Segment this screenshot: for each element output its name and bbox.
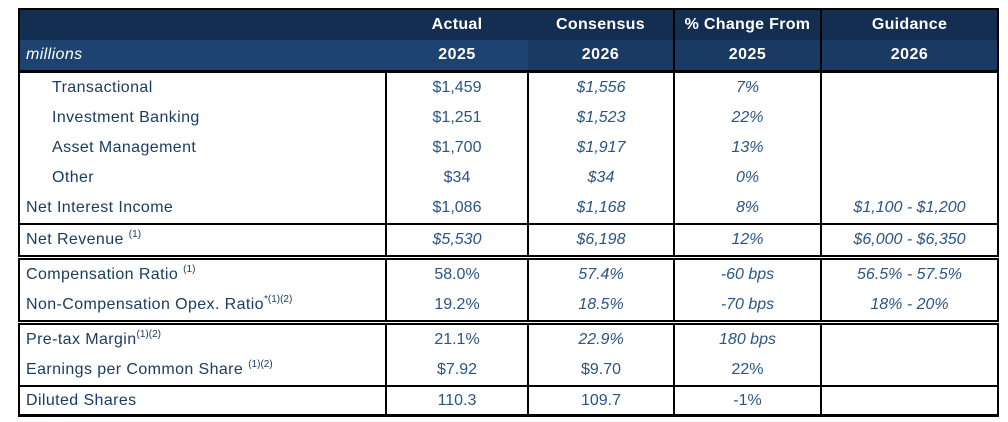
actual-value: $5,530	[385, 224, 528, 260]
guidance-value: $6,000 - $6,350	[820, 224, 998, 260]
financial-summary-table: Actual Consensus % Change From Guidance …	[18, 8, 999, 417]
col-header-actual: Actual	[386, 9, 528, 40]
col-header-consensus: Consensus	[528, 9, 674, 40]
header-row-2: millions 2025 2026 2025 2026	[19, 40, 998, 73]
consensus-value: $1,917	[527, 133, 674, 163]
row-non-compensation-opex-ratio: Non-Compensation Opex. Ratio*(1)(2) 19.2…	[19, 290, 998, 325]
guidance-value: 56.5% - 57.5%	[820, 257, 998, 290]
actual-value: $1,086	[385, 193, 528, 225]
row-label: Transactional	[52, 79, 153, 96]
col-header-guidance: Guidance	[820, 9, 998, 40]
change-value: -60 bps	[673, 257, 821, 290]
row-transactional: Transactional $1,459 $1,556 7%	[19, 71, 998, 103]
row-other: Other $34 $34 0%	[19, 163, 998, 193]
row-label: Earnings per Common Share (1)(2)	[19, 355, 386, 387]
consensus-value: 18.5%	[527, 290, 674, 325]
col-year-guidance: 2026	[820, 40, 998, 73]
footnote-marker: (1)	[128, 228, 142, 240]
change-value: -70 bps	[673, 290, 821, 325]
row-asset-management: Asset Management $1,700 $1,917 13%	[19, 133, 998, 163]
col-year-actual: 2025	[386, 40, 528, 73]
consensus-value: 57.4%	[527, 257, 674, 290]
actual-value: 58.0%	[385, 257, 528, 290]
col-year-change: 2025	[673, 40, 821, 73]
footnote-marker: (1)(2)	[248, 358, 273, 370]
row-pre-tax-margin: Pre-tax Margin(1)(2) 21.1% 22.9% 180 bps	[19, 322, 998, 355]
change-value: 13%	[673, 133, 821, 163]
row-label: Compensation Ratio (1)	[26, 263, 196, 283]
guidance-value	[820, 103, 998, 133]
guidance-value	[820, 133, 998, 163]
guidance-value	[820, 322, 998, 355]
consensus-value: $34	[527, 163, 674, 193]
units-label: millions	[19, 40, 386, 73]
actual-value: 110.3	[385, 386, 528, 416]
actual-value: $1,251	[385, 103, 528, 133]
col-year-consensus: 2026	[528, 40, 674, 73]
row-net-revenue: Net Revenue (1) $5,530 $6,198 12% $6,000 …	[19, 224, 998, 260]
change-value: -1%	[673, 386, 821, 416]
row-label: Net Revenue (1)	[19, 224, 386, 260]
consensus-value: $9.70	[527, 355, 674, 387]
footnote-marker: (1)(2)	[136, 328, 161, 340]
row-label: Diluted Shares	[26, 391, 137, 409]
row-label: Net Interest Income	[19, 193, 386, 225]
footnote-marker: (1)	[183, 263, 196, 275]
change-value: 8%	[673, 193, 821, 225]
consensus-value: $1,168	[527, 193, 674, 225]
row-investment-banking: Investment Banking $1,251 $1,523 22%	[19, 103, 998, 133]
guidance-value	[820, 355, 998, 387]
row-net-interest-income: Net Interest Income $1,086 $1,168 8% $1,…	[19, 193, 998, 225]
actual-value: $7.92	[385, 355, 528, 387]
consensus-value: $6,198	[527, 224, 674, 260]
row-label: Pre-tax Margin(1)(2)	[26, 328, 161, 348]
row-label: Non-Compensation Opex. Ratio*(1)(2)	[19, 290, 386, 325]
consensus-value: $1,523	[527, 103, 674, 133]
col-header-change: % Change From	[673, 9, 821, 40]
guidance-value: $1,100 - $1,200	[820, 193, 998, 225]
change-value: 180 bps	[673, 322, 821, 355]
header-blank	[19, 9, 386, 40]
guidance-value	[820, 386, 998, 416]
row-diluted-shares: Diluted Shares 110.3 109.7 -1%	[19, 386, 998, 416]
guidance-value	[820, 71, 998, 103]
guidance-value	[820, 163, 998, 193]
guidance-value: 18% - 20%	[820, 290, 998, 325]
actual-value: $1,459	[385, 71, 528, 103]
change-value: 22%	[673, 103, 821, 133]
footnote-marker: *(1)(2)	[263, 293, 293, 305]
consensus-value: $1,556	[527, 71, 674, 103]
actual-value: $34	[385, 163, 528, 193]
row-label: Other	[52, 169, 95, 186]
row-label: Investment Banking	[52, 109, 200, 126]
consensus-value: 109.7	[527, 386, 674, 416]
actual-value: 19.2%	[385, 290, 528, 325]
consensus-value: 22.9%	[527, 322, 674, 355]
change-value: 0%	[673, 163, 821, 193]
actual-value: 21.1%	[385, 322, 528, 355]
row-label: Asset Management	[52, 139, 197, 156]
change-value: 12%	[673, 224, 821, 260]
row-compensation-ratio: Compensation Ratio (1) 58.0% 57.4% -60 bp…	[19, 257, 998, 290]
row-earnings-per-common-share: Earnings per Common Share (1)(2) $7.92 $9…	[19, 355, 998, 387]
header-row-1: Actual Consensus % Change From Guidance	[19, 9, 998, 40]
change-value: 22%	[673, 355, 821, 387]
actual-value: $1,700	[385, 133, 528, 163]
change-value: 7%	[673, 71, 821, 103]
